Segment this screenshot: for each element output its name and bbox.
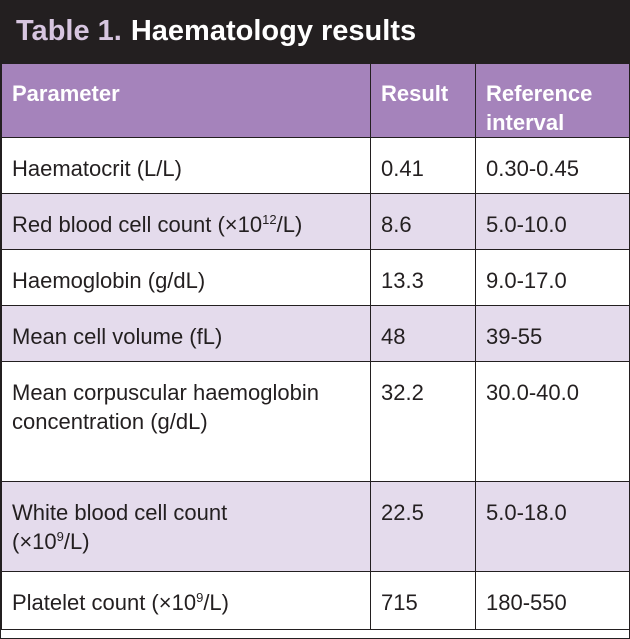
result-cell: 0.41 [370, 137, 476, 194]
header-parameter: Parameter [1, 63, 371, 138]
table-title: Table 1. Haematology results [1, 1, 629, 63]
parameter-text: Platelet count (×10 [12, 590, 197, 615]
parameter-cell: White blood cell count (×109/L) [1, 481, 371, 572]
result-cell: 48 [370, 305, 476, 362]
exponent: 9 [56, 529, 64, 544]
table-row: Mean cell volume (fL) 48 39-55 [1, 305, 630, 362]
header-row: Parameter Result Reference interval [1, 63, 630, 138]
result-cell: 8.6 [370, 193, 476, 250]
parameter-text: Red blood cell count (×10 [12, 212, 263, 237]
header-reference-interval: Reference interval [475, 63, 630, 138]
reference-cell: 5.0-10.0 [475, 193, 630, 250]
table-title-text: Haematology results [130, 15, 417, 47]
parameter-cell: Haemoglobin (g/dL) [1, 249, 371, 306]
parameter-cell: Haematocrit (L/L) [1, 137, 371, 194]
parameter-cell: Red blood cell count (×1012/L) [1, 193, 371, 250]
table-row: Haematocrit (L/L) 0.41 0.30-0.45 [1, 137, 630, 194]
parameter-cell: Platelet count (×109/L) [1, 571, 371, 630]
table-number: Table 1. [16, 15, 122, 47]
table-row: Haemoglobin (g/dL) 13.3 9.0-17.0 [1, 249, 630, 306]
result-cell: 32.2 [370, 361, 476, 482]
table-row: Mean corpuscular haemoglobin concentrati… [1, 361, 630, 482]
exponent: 12 [262, 212, 277, 227]
parameter-text: White blood cell count (×10 [12, 500, 228, 554]
table-row: Red blood cell count (×1012/L) 8.6 5.0-1… [1, 193, 630, 250]
table-row: Platelet count (×109/L) 715 180-550 [1, 571, 630, 630]
results-table: Parameter Result Reference interval Haem… [1, 63, 630, 630]
parameter-unit: /L) [276, 212, 303, 237]
reference-cell: 5.0-18.0 [475, 481, 630, 572]
parameter-cell: Mean corpuscular haemoglobin concentrati… [1, 361, 371, 482]
result-cell: 13.3 [370, 249, 476, 306]
parameter-cell: Mean cell volume (fL) [1, 305, 371, 362]
reference-cell: 0.30-0.45 [475, 137, 630, 194]
reference-cell: 180-550 [475, 571, 630, 630]
result-cell: 715 [370, 571, 476, 630]
result-cell: 22.5 [370, 481, 476, 572]
reference-cell: 9.0-17.0 [475, 249, 630, 306]
header-result: Result [370, 63, 476, 138]
reference-cell: 39-55 [475, 305, 630, 362]
parameter-unit: /L) [203, 590, 229, 615]
parameter-unit: /L) [63, 529, 90, 554]
exponent: 9 [196, 590, 204, 605]
table-row: White blood cell count (×109/L) 22.5 5.0… [1, 481, 630, 572]
reference-cell: 30.0-40.0 [475, 361, 630, 482]
